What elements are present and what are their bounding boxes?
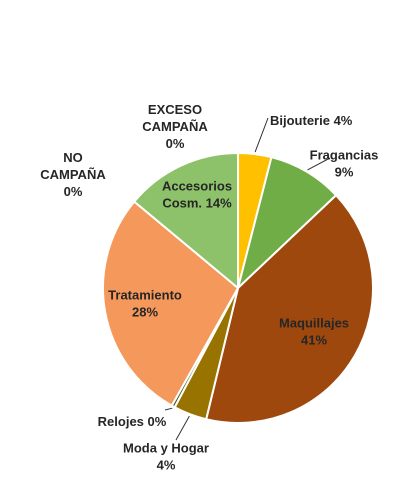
data-label-moda-y-hogar: Moda y Hogar 4% bbox=[123, 441, 209, 473]
data-label-line: Fragancias bbox=[310, 148, 379, 163]
data-label-line: 41% bbox=[301, 333, 327, 348]
data-label-fragancias: Fragancias 9% bbox=[310, 148, 379, 180]
data-label-line: Bijouterie 4% bbox=[270, 113, 353, 128]
leader-line-moda-y-hogar bbox=[175, 415, 190, 441]
data-label-line: Cosm. 14% bbox=[162, 196, 232, 211]
data-label-accesorios-cosm: Accesorios Cosm. 14% bbox=[162, 179, 232, 211]
data-label-line: 9% bbox=[335, 165, 354, 180]
data-label-relojes: Relojes 0% bbox=[98, 414, 167, 429]
data-label-line: 0% bbox=[166, 136, 185, 151]
data-label-bijouterie: Bijouterie 4% bbox=[270, 113, 353, 128]
data-label-maquillajes: Maquillajes 41% bbox=[279, 316, 349, 348]
data-label-line: CAMPAÑA bbox=[142, 119, 208, 134]
data-label-tratamiento: Tratamiento 28% bbox=[108, 288, 182, 320]
data-label-line: 4% bbox=[157, 458, 176, 473]
data-label-line: 0% bbox=[64, 184, 83, 199]
data-label-line: Relojes 0% bbox=[98, 414, 167, 429]
pie-slice-accesorios-cosm bbox=[133, 152, 239, 289]
data-label-line: CAMPAÑA bbox=[40, 167, 106, 182]
leader-line-fragancias bbox=[307, 157, 331, 171]
pie-slice-tratamiento bbox=[102, 200, 239, 407]
pie-slice-maquillajes bbox=[205, 194, 374, 424]
data-label-line: 28% bbox=[132, 305, 158, 320]
data-label-exceso-campaña: EXCESO CAMPAÑA 0% bbox=[142, 102, 208, 151]
data-label-line: Accesorios bbox=[162, 179, 232, 194]
data-label-line: Maquillajes bbox=[279, 316, 349, 331]
data-label-line: NO bbox=[63, 150, 83, 165]
leader-line-bijouterie bbox=[254, 117, 269, 153]
data-label-line: Moda y Hogar bbox=[123, 441, 209, 456]
leader-line-relojes bbox=[164, 407, 173, 411]
data-label-no-campaña: NO CAMPAÑA 0% bbox=[40, 150, 106, 199]
data-label-line: Tratamiento bbox=[108, 288, 182, 303]
data-label-line: EXCESO bbox=[148, 102, 202, 117]
